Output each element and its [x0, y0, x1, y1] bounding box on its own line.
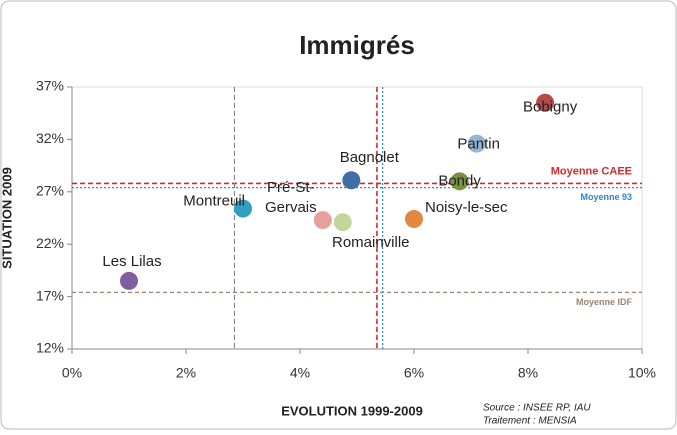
- point-label-box: Pré-St-Gervais: [264, 179, 317, 217]
- point-label: Montreuil: [183, 193, 245, 210]
- point: [120, 271, 138, 290]
- x-tick-label: 10%: [628, 365, 656, 381]
- source: Traitement : MENSIA: [483, 416, 577, 427]
- point: [467, 134, 486, 153]
- point: [405, 210, 423, 229]
- point: [536, 93, 555, 112]
- point-label: Bagnolet: [340, 149, 400, 166]
- point-label: Noisy-le-sec: [425, 199, 508, 216]
- x-tick-label: 4%: [290, 365, 310, 381]
- point-label: Romainville: [332, 234, 410, 251]
- y-tick-label: 37%: [36, 78, 64, 94]
- point: [333, 213, 352, 232]
- point: [313, 211, 332, 230]
- y-tick-label: 22%: [36, 235, 64, 251]
- reference-label: Moyenne 93: [580, 192, 632, 202]
- point-label: Bobigny: [523, 99, 578, 116]
- x-axis-title: EVOLUTION 1999-2009: [281, 403, 423, 418]
- point-label: Les Lilas: [102, 253, 161, 270]
- reference-label: Moyenne IDF: [576, 297, 633, 307]
- point-label: Pré-St-Gervais: [264, 179, 317, 217]
- point: [342, 171, 361, 190]
- point: [234, 199, 252, 218]
- y-tick-label: 17%: [36, 287, 64, 303]
- point: [450, 172, 469, 191]
- x-tick-label: 0%: [62, 365, 82, 381]
- source: Source : INSEE RP, IAU: [483, 403, 591, 414]
- y-tick-label: 32%: [36, 130, 64, 146]
- y-tick-label: 27%: [36, 183, 64, 199]
- y-axis-title: SITUATION 2009: [0, 167, 14, 269]
- point-label: Pantin: [457, 136, 500, 153]
- x-tick-label: 2%: [176, 365, 196, 381]
- reference-label: Moyenne CAEE: [551, 165, 632, 177]
- chart-title: Immigrés: [299, 30, 415, 60]
- x-tick-label: 8%: [518, 365, 538, 381]
- y-tick-label: 12%: [36, 340, 64, 356]
- x-tick-label: 6%: [404, 365, 424, 381]
- point-label: Bondy: [438, 172, 481, 189]
